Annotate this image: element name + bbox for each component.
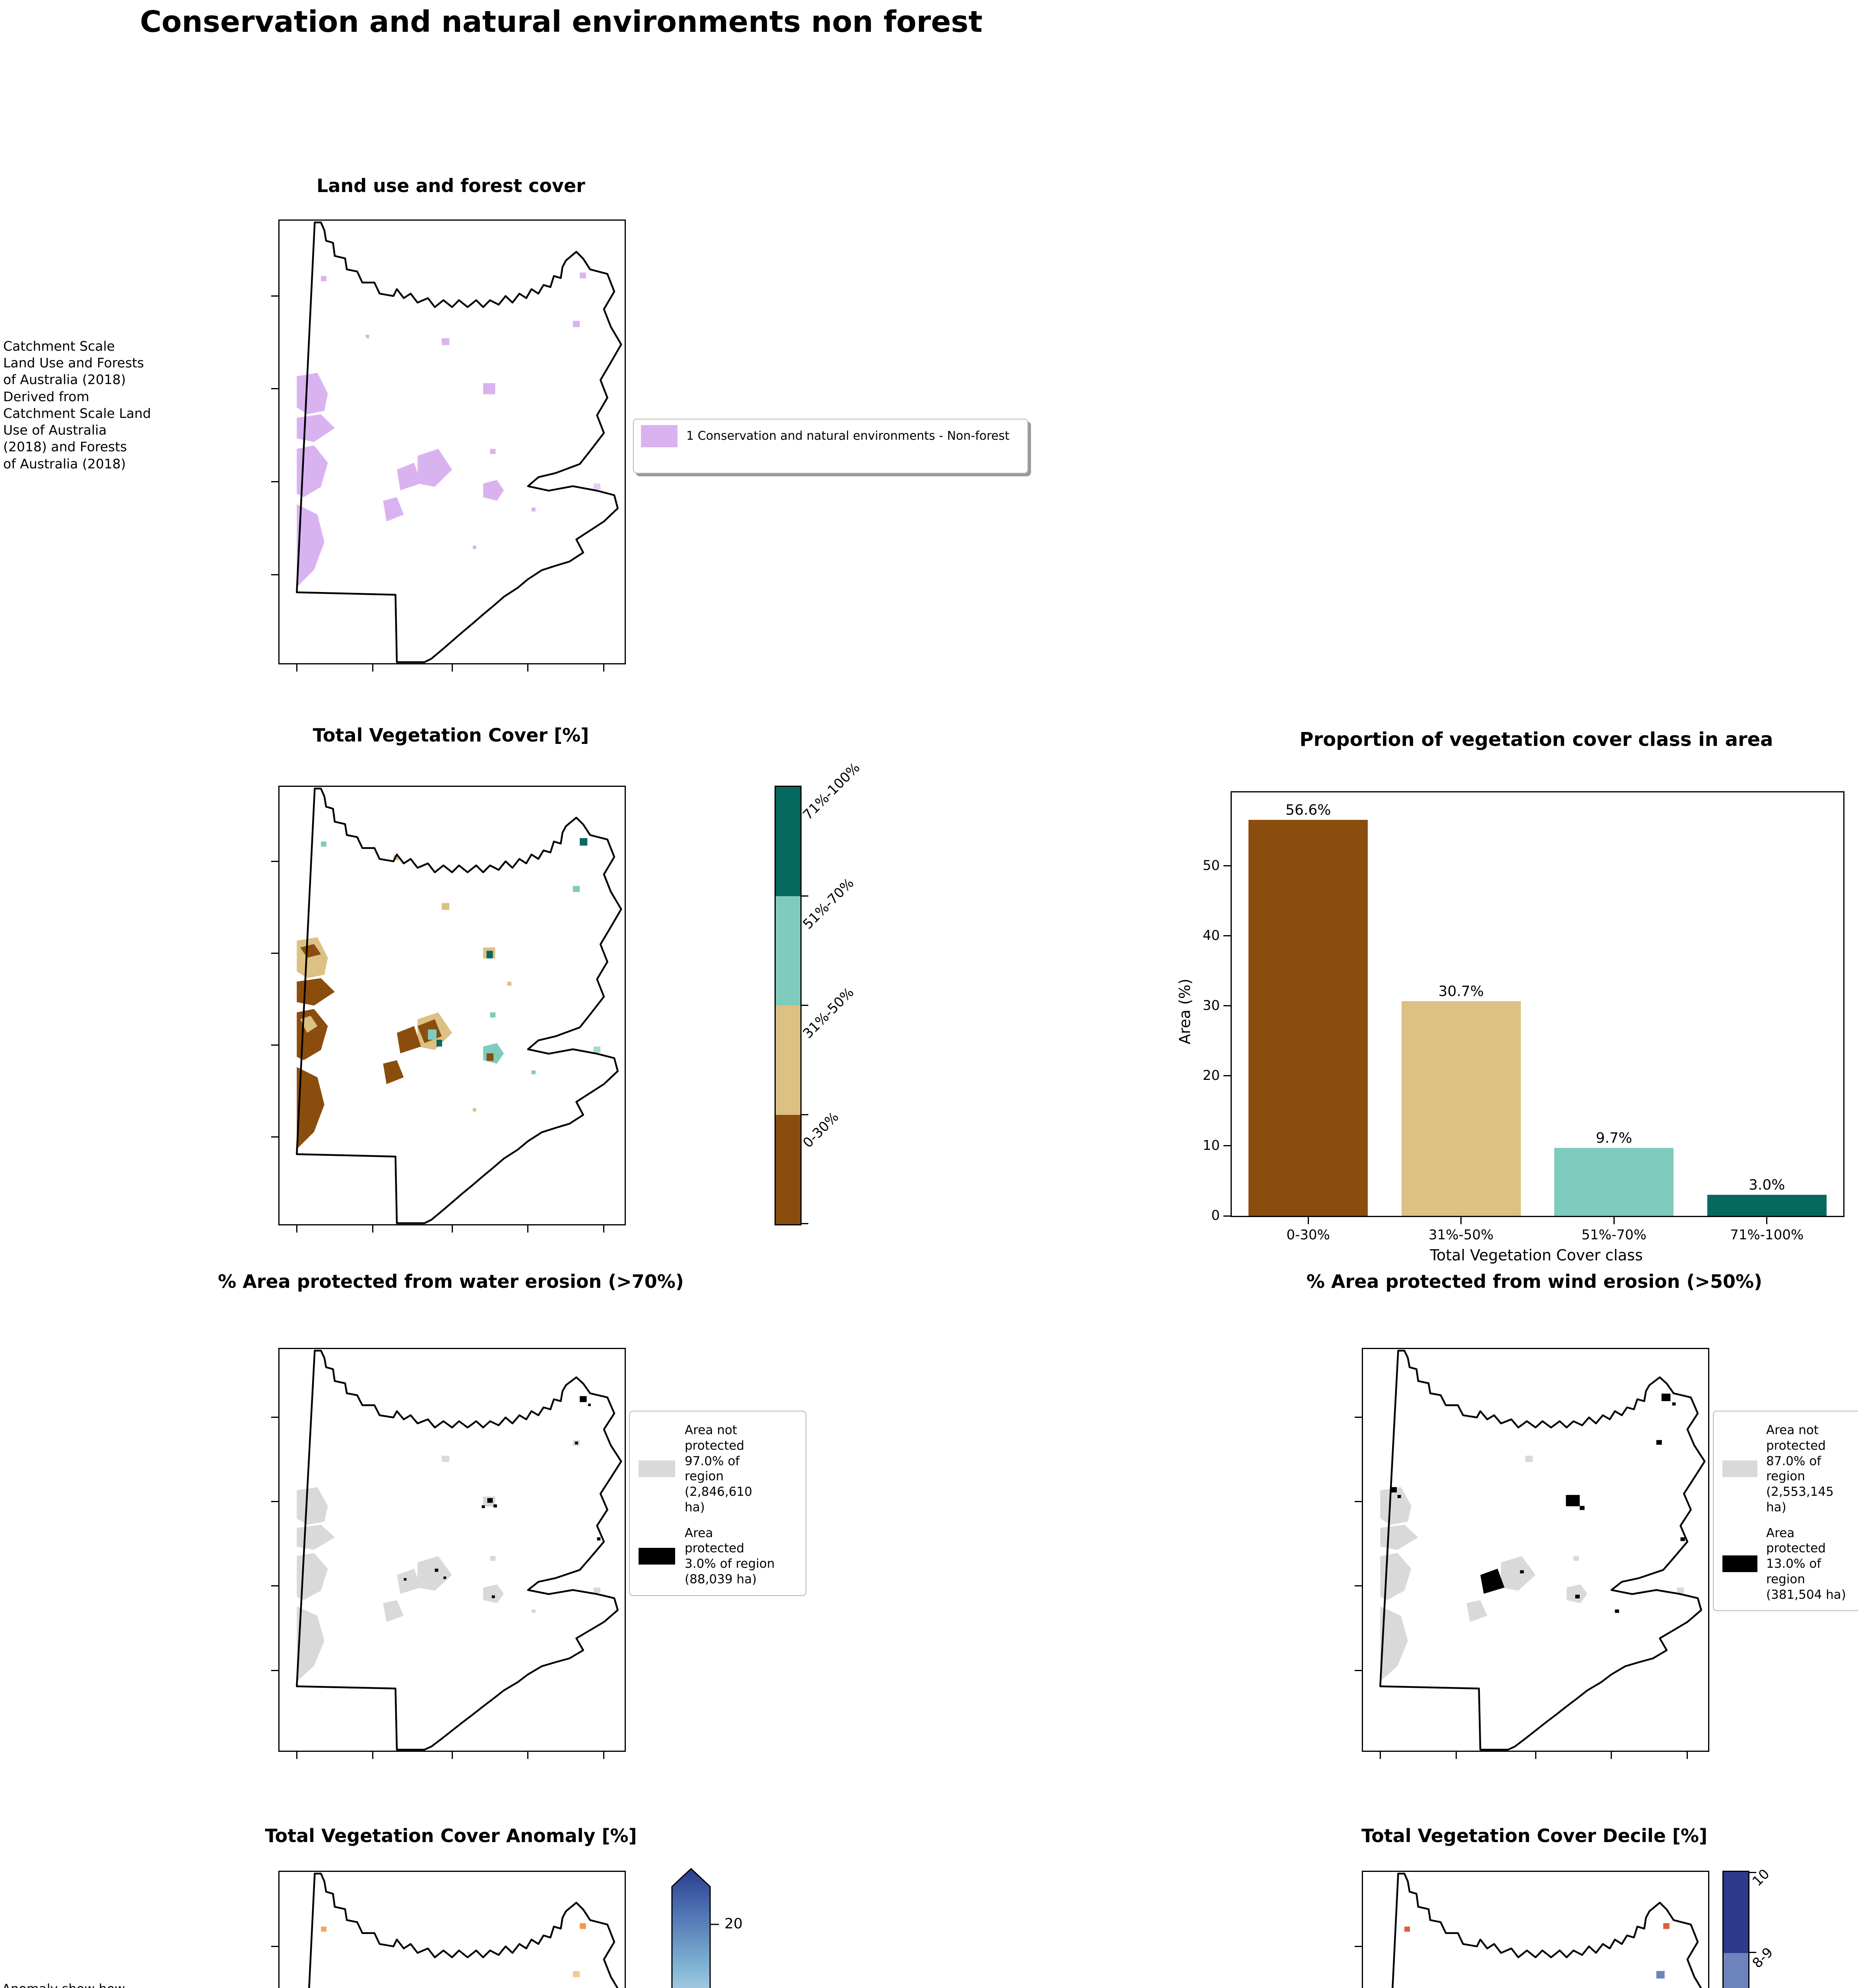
page-title: Conservation and natural environments no… [140, 5, 983, 39]
bar-71%-100% [1707, 1195, 1827, 1216]
water-protected-swatch [639, 1548, 675, 1565]
decile-colorbar [1722, 1871, 1756, 1988]
bar-0-30% [1248, 819, 1368, 1216]
water-erosion-map [271, 1348, 626, 1759]
wind-erosion-title: % Area protected from wind erosion (>50%… [1306, 1271, 1763, 1292]
bar-value-label: 3.0% [1749, 1177, 1785, 1194]
region-boundary [297, 222, 621, 662]
vegcover-colorbar [775, 786, 808, 1225]
proportion-bar-chart: 0 10 20 30 40 50 56.6% 0-30% 30.7% 31%-50% 9.7% 51%… [1203, 791, 1844, 1243]
bar-31%-50% [1401, 1001, 1521, 1216]
chart-ytick: 0 [1211, 1208, 1220, 1223]
region-boundary [1380, 1351, 1705, 1750]
landuse-legend-label: 1 Conservation and natural environments … [686, 429, 1010, 443]
region-boundary [1380, 1873, 1705, 1988]
decile-map [1355, 1871, 1709, 1988]
wind-not-protected-swatch [1722, 1460, 1757, 1477]
chart-xtick: 51%-70% [1581, 1227, 1646, 1243]
vegcover-map [271, 786, 626, 1233]
vegcover-title: Total Vegetation Cover [%] [313, 724, 589, 746]
bar-value-label: 30.7% [1438, 983, 1484, 1000]
chart-xtick: 0-30% [1286, 1227, 1330, 1243]
region-boundary [297, 788, 621, 1223]
water-protected-label: Area protected 3.0% of region (88,039 ha… [685, 1526, 775, 1586]
anomaly-colorbar [671, 1868, 719, 1988]
bar-value-label: 9.7% [1596, 1130, 1632, 1147]
anomaly-note: Anomaly show how many percetage points e… [2, 1981, 189, 1988]
chart-ytick: 30 [1202, 997, 1220, 1013]
chart-xtick: 71%-100% [1730, 1227, 1804, 1243]
chart-ytick: 10 [1202, 1137, 1220, 1153]
wind-erosion-map-graphic [1363, 1349, 1708, 1751]
vegcover-map-graphic [280, 787, 625, 1224]
bar-value-label: 56.6% [1285, 802, 1331, 818]
decile-cbar-label-10: 10 [1749, 1866, 1773, 1889]
landuse-title: Land use and forest cover [316, 175, 585, 196]
bar-51%-70% [1554, 1148, 1674, 1216]
vegcover-colorbar-label-71-100: 71%-100% [800, 759, 863, 823]
water-not-protected-label: Area not protected 97.0% of region (2,84… [685, 1423, 752, 1514]
wind-not-protected-label: Area not protected 87.0% of region (2,55… [1766, 1423, 1834, 1514]
water-erosion-legend: Area not protected 97.0% of region (2,84… [629, 1411, 806, 1596]
chart-ytick: 40 [1202, 927, 1220, 944]
anomaly-map-graphic [280, 1872, 625, 1988]
chart-ytick: 20 [1202, 1067, 1220, 1083]
water-erosion-map-graphic [280, 1349, 625, 1751]
landuse-map-graphic [280, 221, 625, 663]
landuse-source-note: Catchment Scale Land Use and Forests of … [3, 338, 151, 472]
decile-cbar-label-8-9: 8-9 [1749, 1944, 1776, 1971]
region-boundary [297, 1873, 621, 1988]
wind-erosion-legend: Area not protected 87.0% of region (2,55… [1713, 1411, 1858, 1611]
anomaly-map [271, 1871, 626, 1988]
landuse-map [271, 219, 626, 672]
chart-xtick: 31%-50% [1429, 1227, 1494, 1243]
proportion-chart-title: Proportion of vegetation cover class in … [1299, 728, 1773, 751]
decile-title: Total Vegetation Cover Decile [%] [1361, 1825, 1708, 1846]
water-erosion-title: % Area protected from water erosion (>70… [218, 1271, 684, 1292]
vegcover-colorbar-label-51-70: 51%-70% [800, 875, 857, 932]
landuse-legend: 1 Conservation and natural environments … [633, 419, 1028, 474]
landuse-legend-swatch [641, 425, 678, 447]
anomaly-title: Total Vegetation Cover Anomaly [%] [265, 1825, 637, 1846]
wind-protected-swatch [1722, 1555, 1757, 1573]
water-not-protected-swatch [639, 1460, 675, 1477]
vegcover-colorbar-label-0-30: 0-30% [800, 1109, 842, 1151]
chart-y-axis-label: Area (%) [1176, 978, 1194, 1044]
wind-erosion-map [1355, 1348, 1709, 1759]
chart-ytick: 50 [1202, 857, 1220, 874]
region-boundary [297, 1351, 621, 1750]
chart-x-axis-label: Total Vegetation Cover class [1430, 1246, 1643, 1264]
vegcover-colorbar-label-31-50: 31%-50% [800, 984, 857, 1042]
anomaly-cbar-tick-20: 20 [724, 1916, 743, 1932]
decile-map-graphic [1363, 1872, 1708, 1988]
wind-protected-label: Area protected 13.0% of region (381,504 … [1766, 1526, 1846, 1602]
